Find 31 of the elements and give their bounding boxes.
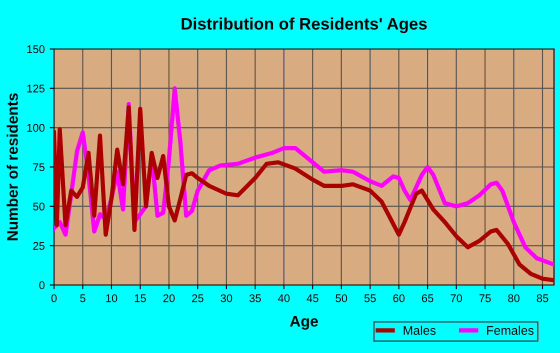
x-tick-label: 15 — [134, 294, 146, 302]
x-tick-label: 40 — [278, 294, 290, 302]
x-axis-title: Age — [290, 316, 318, 330]
line-series — [54, 105, 554, 282]
y-tick-label: 125 — [27, 84, 45, 92]
x-tick-label: 10 — [106, 294, 118, 302]
x-tick-label: 20 — [163, 294, 175, 302]
x-tick-label: 75 — [479, 294, 491, 302]
y-tick-label: 150 — [27, 45, 45, 54]
x-tick-label: 60 — [393, 294, 405, 302]
x-tick-label: 85 — [536, 294, 548, 302]
x-tick-label: 55 — [364, 294, 376, 302]
x-tick-label: 25 — [192, 294, 204, 302]
legend-label: Females — [487, 326, 534, 335]
x-tick-label: 45 — [306, 294, 318, 302]
y-tick-label: 25 — [33, 242, 45, 250]
x-tick-label: 5 — [80, 294, 86, 302]
y-tick-label: 50 — [33, 202, 45, 210]
legend-label: Males — [404, 326, 436, 335]
y-axis-title: Number of residents — [6, 93, 18, 240]
x-tick-label: 70 — [450, 294, 462, 302]
chart-title: Distribution of Residents' Ages — [182, 17, 427, 34]
x-tick-label: 65 — [422, 294, 434, 302]
y-tick-label: 75 — [33, 163, 45, 172]
x-tick-label: 50 — [336, 294, 348, 302]
x-tick-label: 80 — [508, 294, 520, 302]
x-tick-label: 0 — [51, 294, 57, 302]
y-tick-label: 0 — [39, 281, 45, 290]
x-tick-label: 30 — [220, 294, 232, 302]
y-tick-label: 100 — [27, 124, 45, 132]
x-tick-label: 35 — [249, 294, 261, 302]
